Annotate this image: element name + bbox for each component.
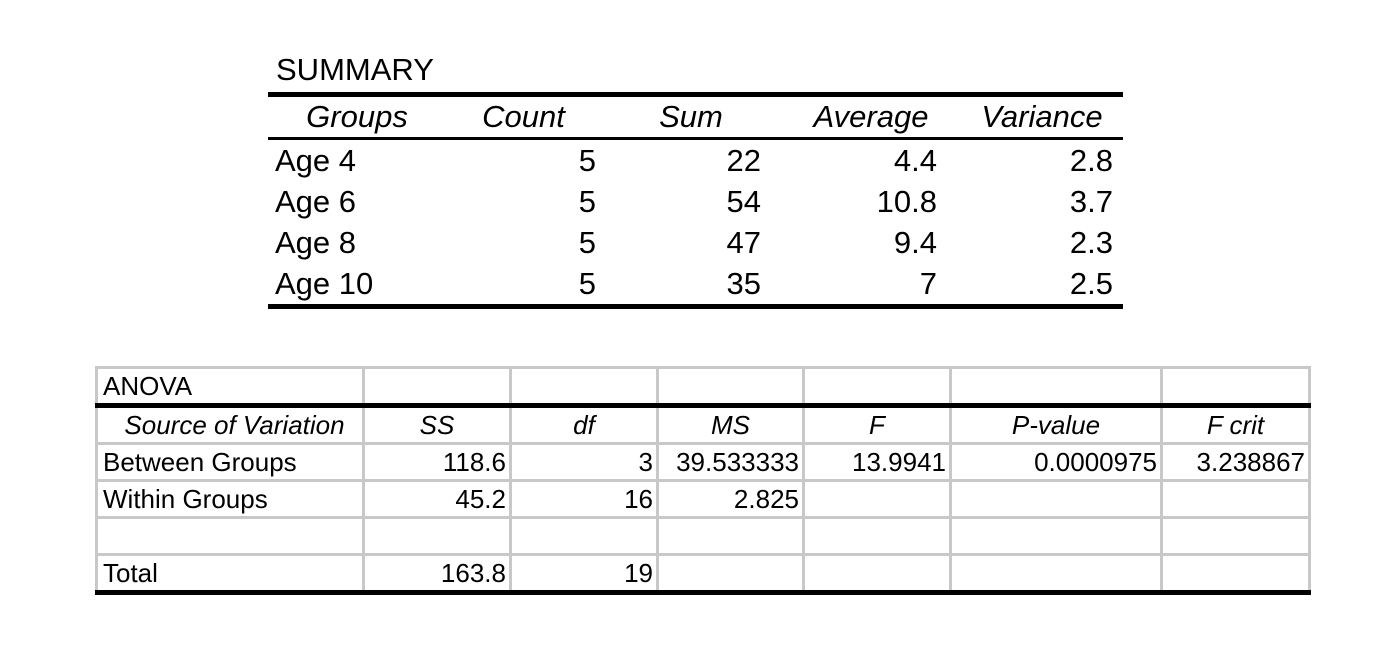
average-cell: 10.8 — [876, 183, 937, 219]
empty-cell — [656, 366, 805, 407]
df-cell: 19 — [509, 553, 659, 593]
ss-cell: 118.6 — [362, 442, 512, 482]
header-variance: Variance — [961, 94, 1123, 140]
row-label-total: Total — [95, 553, 365, 593]
empty-cell — [362, 366, 512, 407]
anova-header-row: Source of Variation SS df MS F P-value F… — [95, 403, 1311, 445]
empty-cell — [656, 516, 805, 556]
header-ss: SS — [362, 403, 512, 445]
row-label-within: Within Groups — [95, 479, 365, 519]
table-row: Age 8 5 47 9.4 2.3 — [268, 222, 1123, 263]
df-cell: 16 — [509, 479, 659, 519]
summary-title: SUMMARY — [276, 52, 434, 87]
variance-cell: 2.3 — [1069, 224, 1113, 260]
count-cell: 5 — [578, 224, 596, 260]
header-average: Average — [781, 94, 961, 140]
average-cell: 4.4 — [893, 142, 937, 178]
variance-cell: 2.5 — [1069, 265, 1113, 301]
empty-cell — [1160, 479, 1311, 519]
empty-cell — [509, 516, 659, 556]
summary-header-row: Groups Count Sum Average Variance — [268, 94, 1123, 140]
empty-cell — [95, 516, 365, 556]
header-groups: Groups — [268, 94, 446, 140]
blank-row — [95, 516, 1311, 556]
empty-cell — [949, 366, 1163, 407]
table-row: Within Groups 45.2 16 2.825 — [95, 479, 1311, 519]
row-label-between: Between Groups — [95, 442, 365, 482]
header-df: df — [509, 403, 659, 445]
anova-title-row: ANOVA — [95, 366, 1311, 407]
group-label: Age 6 — [275, 183, 357, 219]
average-cell: 9.4 — [893, 224, 937, 260]
header-sum: Sum — [601, 94, 781, 140]
f-crit-cell: 3.238867 — [1160, 442, 1311, 482]
empty-cell — [1160, 516, 1311, 556]
empty-cell — [1160, 553, 1311, 593]
table-row: Age 4 5 22 4.4 2.8 — [268, 139, 1123, 182]
variance-cell: 2.8 — [1069, 142, 1113, 178]
header-count: Count — [446, 94, 601, 140]
count-cell: 5 — [578, 142, 596, 178]
group-label: Age 8 — [275, 224, 357, 260]
header-ms: MS — [656, 403, 805, 445]
ss-cell: 45.2 — [362, 479, 512, 519]
ms-cell: 39.533333 — [656, 442, 805, 482]
anova-section: ANOVA Source of Variation SS df MS F P-v… — [95, 366, 1311, 595]
count-cell: 5 — [578, 265, 596, 301]
ss-cell: 163.8 — [362, 553, 512, 593]
count-cell: 5 — [578, 183, 596, 219]
sum-cell: 47 — [726, 224, 761, 260]
empty-cell — [802, 479, 952, 519]
df-cell: 3 — [509, 442, 659, 482]
group-label: Age 10 — [275, 265, 374, 301]
header-source: Source of Variation — [95, 403, 365, 445]
average-cell: 7 — [919, 265, 937, 301]
empty-cell — [656, 553, 805, 593]
empty-cell — [802, 553, 952, 593]
empty-cell — [802, 516, 952, 556]
table-row: Between Groups 118.6 3 39.533333 13.9941… — [95, 442, 1311, 482]
empty-cell — [509, 366, 659, 407]
header-p-value: P-value — [949, 403, 1163, 445]
summary-section: SUMMARY Groups Count Sum Average Varianc… — [268, 52, 1123, 309]
table-row: Age 10 5 35 7 2.5 — [268, 263, 1123, 307]
empty-cell — [1160, 366, 1311, 407]
variance-cell: 3.7 — [1069, 183, 1113, 219]
empty-cell — [949, 479, 1163, 519]
ms-cell: 2.825 — [656, 479, 805, 519]
empty-cell — [802, 366, 952, 407]
table-row: Total 163.8 19 — [95, 553, 1311, 593]
sum-cell: 54 — [726, 183, 761, 219]
empty-cell — [949, 553, 1163, 593]
header-f: F — [802, 403, 952, 445]
empty-cell — [362, 516, 512, 556]
anova-table: ANOVA Source of Variation SS df MS F P-v… — [95, 366, 1311, 595]
p-value-cell: 0.0000975 — [949, 442, 1163, 482]
empty-cell — [949, 516, 1163, 556]
summary-table: Groups Count Sum Average Variance Age 4 … — [268, 92, 1123, 309]
table-row: Age 6 5 54 10.8 3.7 — [268, 181, 1123, 222]
header-f-crit: F crit — [1160, 403, 1311, 445]
f-cell: 13.9941 — [802, 442, 952, 482]
anova-title: ANOVA — [95, 366, 365, 407]
group-label: Age 4 — [275, 142, 357, 178]
sum-cell: 35 — [726, 265, 761, 301]
sum-cell: 22 — [726, 142, 761, 178]
